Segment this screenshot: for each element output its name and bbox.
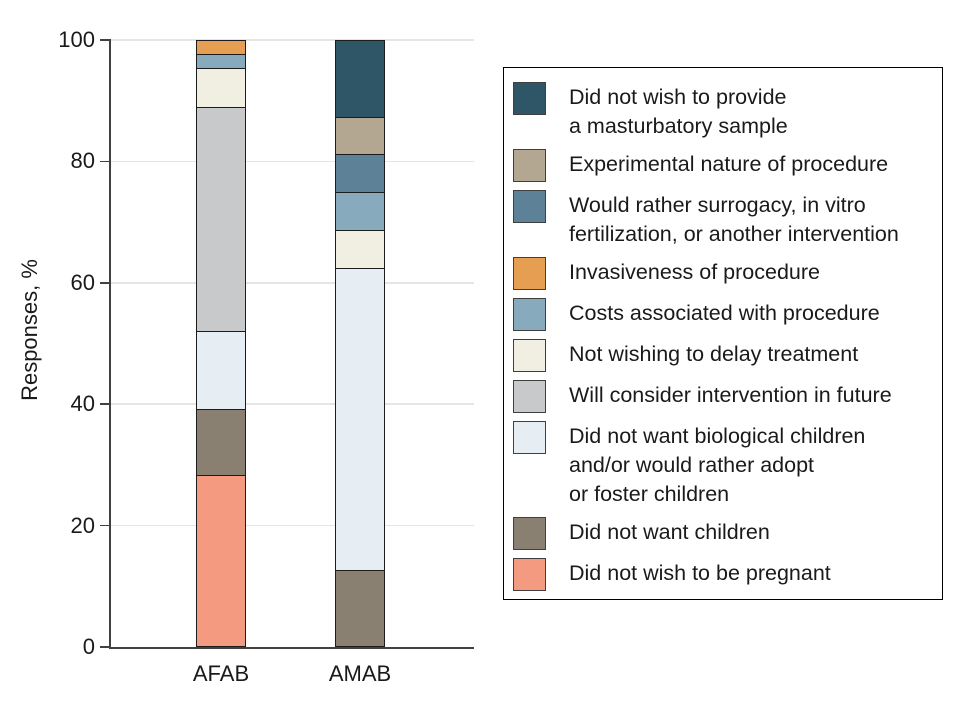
legend-item: Did not wish to provide a masturbatory sa… — [513, 82, 932, 141]
legend-item: Not wishing to delay treatment — [513, 339, 932, 372]
x-axis-label-amab: AMAB — [328, 661, 392, 686]
y-tick-label-0: 0 — [82, 634, 95, 659]
legend-swatch — [513, 257, 546, 290]
bar-amab — [335, 40, 385, 647]
bar-segment-afab — [197, 330, 245, 410]
x-axis-label-afab: AFAB — [192, 661, 250, 686]
y-tick-0 — [100, 646, 109, 648]
y-tick-label-20: 20 — [70, 512, 95, 538]
legend-swatch — [513, 339, 546, 372]
legend-item: Did not want children — [513, 517, 932, 550]
gridline-100 — [109, 39, 474, 41]
bar-segment-amab — [336, 154, 384, 193]
y-axis-title: Responses, % — [17, 259, 42, 401]
bar-afab — [196, 40, 246, 647]
legend-label: Will consider intervention in future — [569, 383, 892, 407]
legend-label: Experimental nature of procedure — [569, 152, 889, 176]
legend-label: Did not wish to provide a masturbatory sa… — [569, 85, 788, 138]
gridline-80 — [109, 160, 474, 163]
y-tick-40 — [100, 403, 109, 405]
legend-item: Invasiveness of procedure — [513, 257, 932, 290]
legend-label: Did not want children — [569, 520, 770, 544]
y-tick-label-40: 40 — [70, 391, 95, 417]
gridline-20 — [109, 524, 474, 527]
legend-label: Did not wish to be pregnant — [569, 561, 831, 585]
legend-items: Did not wish to provide a masturbatory sa… — [513, 82, 932, 591]
gridline-40 — [109, 403, 474, 405]
bar-segment-afab — [197, 54, 245, 68]
legend-label: Did not want biological children and/or w… — [569, 424, 866, 506]
y-axis-line — [109, 39, 111, 647]
bar-segment-afab — [197, 106, 245, 331]
bar-segment-afab — [197, 409, 245, 476]
legend-swatch — [513, 149, 546, 182]
bar-segment-amab — [336, 230, 384, 268]
legend-item: Costs associated with procedure — [513, 298, 932, 331]
legend-swatch — [513, 517, 546, 550]
y-tick-100 — [100, 39, 109, 41]
legend-item: Did not want biological children and/or w… — [513, 421, 932, 509]
gridline-60 — [109, 282, 474, 284]
y-tick-label-100: 100 — [58, 27, 95, 52]
legend-item: Would rather surrogacy, in vitro fertiliz… — [513, 190, 932, 249]
bar-segment-afab — [197, 67, 245, 107]
legend-label: Not wishing to delay treatment — [569, 342, 859, 366]
bar-segment-amab — [336, 41, 384, 117]
bar-segment-amab — [336, 192, 384, 231]
legend-label: Would rather surrogacy, in vitro fertiliz… — [569, 193, 899, 246]
legend-swatch — [513, 558, 546, 591]
bar-segment-amab — [336, 116, 384, 155]
legend-swatch — [513, 298, 546, 331]
legend-swatch — [513, 380, 546, 413]
legend-item: Did not wish to be pregnant — [513, 558, 932, 591]
legend-item: Will consider intervention in future — [513, 380, 932, 413]
y-tick-60 — [100, 282, 109, 284]
plot-area: 0 20 40 60 80 100 AFAB AMAB — [58, 29, 474, 686]
bar-segment-amab — [336, 570, 384, 646]
y-tick-label-80: 80 — [70, 148, 95, 174]
y-tick-label-60: 60 — [70, 269, 95, 295]
bar-segment-afab — [197, 41, 245, 55]
bar-segment-afab — [197, 475, 245, 646]
bar-segment-amab — [336, 267, 384, 571]
legend-item: Experimental nature of procedure — [513, 149, 932, 182]
y-tick-80 — [100, 160, 109, 163]
x-axis-line — [109, 647, 474, 649]
y-tick-20 — [100, 524, 109, 527]
legend-swatch — [513, 82, 546, 115]
legend-label: Costs associated with procedure — [569, 301, 880, 325]
legend-swatch — [513, 190, 546, 223]
legend-label: Invasiveness of procedure — [569, 260, 820, 284]
legend-box: Did not wish to provide a masturbatory sa… — [503, 67, 943, 600]
legend-swatch — [513, 421, 546, 454]
